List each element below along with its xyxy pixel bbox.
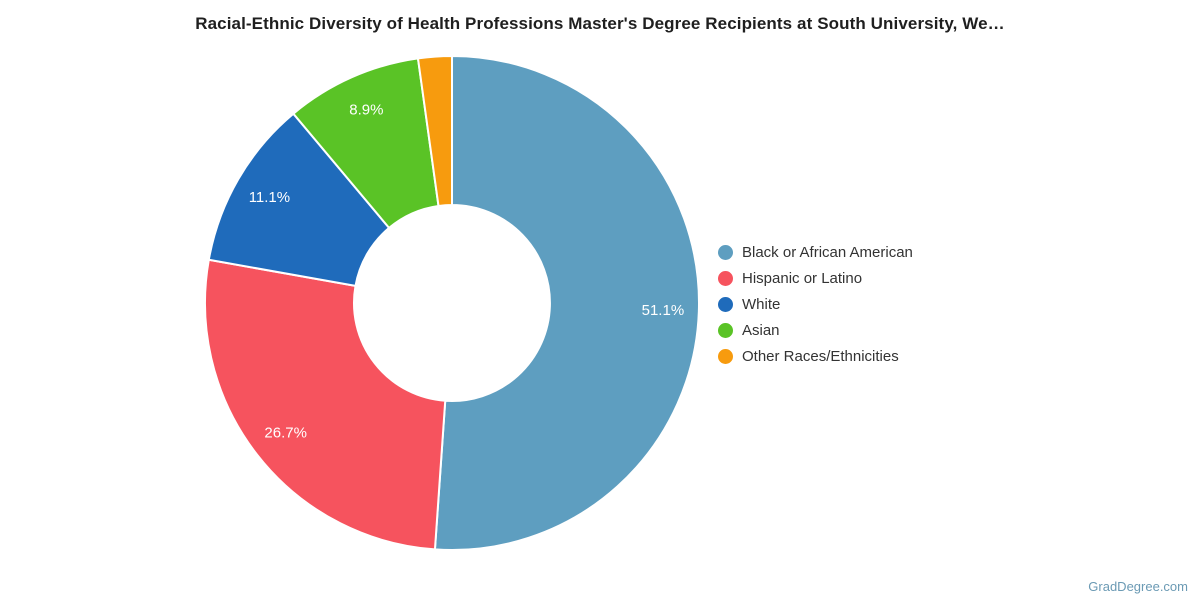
pie-slice-hispanic-or-latino (204, 258, 447, 551)
legend-label: Asian (742, 321, 780, 339)
chart-legend: Black or African American Hispanic or Lat… (718, 243, 913, 365)
legend-label: Hispanic or Latino (742, 269, 863, 287)
legend-label: Black or African American (742, 243, 913, 261)
legend-marker (718, 244, 733, 260)
legend-marker (718, 270, 733, 286)
legend-item-asian: Asian (718, 321, 913, 339)
legend-item-hispanic-or-latino: Hispanic or Latino (718, 269, 913, 287)
pie-slice-other-races-ethnicities (416, 55, 453, 207)
watermark-link[interactable]: GradDegree.com (1088, 579, 1188, 594)
pie-slice-black-or-african-american (433, 55, 700, 551)
legend-label: White (742, 295, 781, 313)
slice-label-hispanic-or-latino: 26.7% (264, 424, 307, 441)
slice-label-asian: 8.9% (349, 102, 383, 119)
legend-item-other-races-ethnicities: Other Races/Ethnicities (718, 347, 913, 365)
pie-slice-white (207, 112, 391, 287)
chart-title: Racial-Ethnic Diversity of Health Profes… (195, 14, 1005, 33)
legend-marker (718, 322, 733, 338)
slice-label-black-or-african-american: 51.1% (642, 302, 685, 319)
legend-item-white: White (718, 295, 913, 313)
slice-label-white: 11.1% (249, 189, 290, 206)
legend-label: Other Races/Ethnicities (742, 347, 899, 365)
legend-item-black-or-african-american: Black or African American (718, 243, 913, 261)
legend-marker (718, 348, 733, 364)
legend-marker (718, 296, 733, 312)
